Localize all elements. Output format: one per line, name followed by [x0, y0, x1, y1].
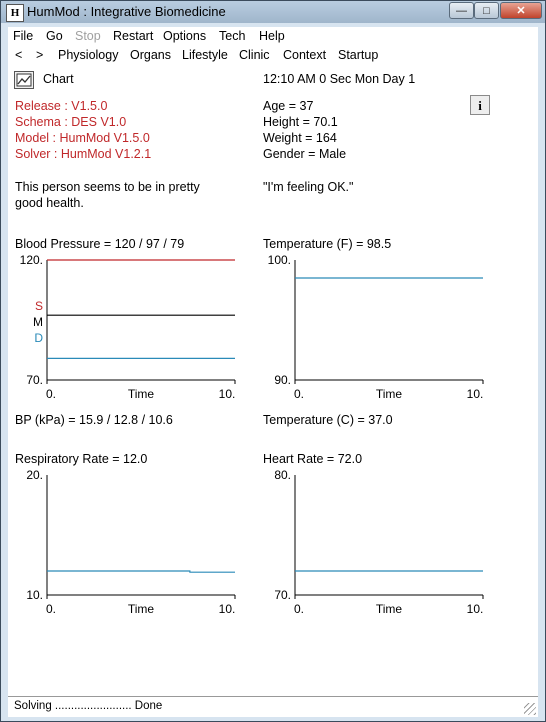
respiratory-rate-readout: Respiratory Rate = 12.0 — [15, 452, 148, 466]
status-bar: Solving ........................ Done — [8, 696, 538, 717]
simulation-clock: 12:10 AM 0 Sec Mon Day 1 — [263, 72, 416, 86]
menu-go[interactable]: Go — [46, 29, 63, 43]
bp-kpa-readout: BP (kPa) = 15.9 / 12.8 / 10.6 — [15, 413, 173, 427]
height-value: Height = 70.1 — [263, 115, 338, 129]
nav-organs[interactable]: Organs — [130, 48, 171, 62]
temperature-x-tick-max: 10. — [467, 387, 484, 401]
blood-pressure-x-tick-max: 10. — [219, 387, 236, 401]
health-summary-line1: This person seems to be in pretty — [15, 180, 200, 194]
heart-rate-readout: Heart Rate = 72.0 — [263, 452, 363, 466]
close-icon: ✕ — [516, 5, 526, 17]
respiratory-rate-x-label: Time — [128, 602, 155, 616]
menu-file[interactable]: File — [13, 29, 34, 43]
minimize-icon: — — [456, 5, 467, 17]
blood-pressure-series-label-s: S — [35, 299, 43, 313]
age-value: Age = 37 — [263, 99, 314, 113]
respiratory-rate-y-tick-min: 10. — [26, 588, 43, 602]
respiratory-rate-x-tick-min: 0. — [46, 602, 56, 616]
menu-restart[interactable]: Restart — [113, 29, 154, 43]
blood-pressure-y-tick-max: 120. — [20, 253, 43, 267]
window-title: HumMod : Integrative Biomedicine — [27, 4, 226, 19]
heart-rate-y-tick-max: 80. — [274, 468, 291, 482]
weight-value: Weight = 164 — [263, 131, 337, 145]
respiratory-rate-series-line-0 — [47, 570, 235, 573]
menu-tech[interactable]: Tech — [219, 29, 246, 43]
minimize-button[interactable]: — — [449, 2, 474, 19]
gender-value: Gender = Male — [263, 147, 347, 161]
blood-pressure-x-tick-min: 0. — [46, 387, 56, 401]
menu-options[interactable]: Options — [163, 29, 207, 43]
resize-grip-icon[interactable] — [524, 703, 536, 715]
respiratory-rate-x-tick-max: 10. — [219, 602, 236, 616]
title-bar[interactable]: H HumMod : Integrative Biomedicine — □ ✕ — [1, 1, 545, 23]
solver-version: Solver : HumMod V1.2.1 — [15, 147, 152, 161]
app-logo-icon[interactable]: H — [6, 4, 24, 22]
blood-pressure-readout: Blood Pressure = 120 / 97 / 79 — [15, 237, 185, 251]
chart-icon — [16, 73, 32, 87]
menu-stop[interactable]: Stop — [75, 29, 101, 43]
release-version: Release : V1.5.0 — [15, 99, 108, 113]
chart-button-label: Chart — [43, 72, 74, 86]
nav-toolbar: < > Physiology Organs Lifestyle Clinic C… — [8, 46, 538, 65]
blood-pressure-series-label-m: M — [33, 315, 43, 329]
blood-pressure-x-label: Time — [128, 387, 155, 401]
blood-pressure-y-tick-min: 70. — [26, 373, 43, 387]
temperature-y-tick-max: 100. — [268, 253, 291, 267]
heart-rate-y-tick-min: 70. — [274, 588, 291, 602]
chart-button[interactable] — [14, 71, 34, 89]
main-panel: File Go Stop Restart Options Tech Help <… — [8, 27, 538, 717]
forward-button[interactable]: > — [36, 48, 44, 62]
temperature-y-tick-min: 90. — [274, 373, 291, 387]
temperature-c-readout: Temperature (C) = 37.0 — [263, 413, 393, 427]
temperature-x-tick-min: 0. — [294, 387, 304, 401]
temperature-f-readout: Temperature (F) = 98.5 — [263, 237, 392, 251]
nav-physiology[interactable]: Physiology — [58, 48, 119, 62]
maximize-button[interactable]: □ — [474, 2, 499, 19]
close-button[interactable]: ✕ — [500, 2, 542, 19]
maximize-icon: □ — [483, 5, 490, 17]
schema-version: Schema : DES V1.0 — [15, 115, 127, 129]
respiratory-rate-y-tick-max: 20. — [26, 468, 43, 482]
heart-rate-x-tick-max: 10. — [467, 602, 484, 616]
menu-help[interactable]: Help — [259, 29, 285, 43]
nav-clinic[interactable]: Clinic — [239, 48, 270, 62]
nav-startup[interactable]: Startup — [338, 48, 379, 62]
health-summary-line2: good health. — [15, 196, 84, 210]
heart-rate-x-label: Time — [376, 602, 403, 616]
menu-bar: File Go Stop Restart Options Tech Help — [8, 27, 538, 46]
patient-quote: "I'm feeling OK." — [263, 180, 354, 194]
model-version: Model : HumMod V1.5.0 — [15, 131, 150, 145]
nav-context[interactable]: Context — [283, 48, 327, 62]
nav-lifestyle[interactable]: Lifestyle — [182, 48, 228, 62]
back-button[interactable]: < — [15, 48, 23, 62]
temperature-x-label: Time — [376, 387, 403, 401]
info-button[interactable]: i — [470, 95, 490, 115]
heart-rate-x-tick-min: 0. — [294, 602, 304, 616]
blood-pressure-series-label-d: D — [34, 331, 43, 345]
status-text: Solving ........................ Done — [14, 700, 163, 712]
